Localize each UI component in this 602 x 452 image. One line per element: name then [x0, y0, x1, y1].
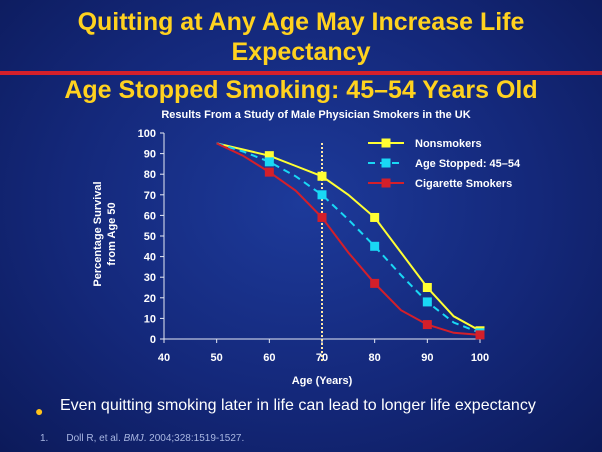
series-line-quit: [216, 142, 481, 334]
reference-number: 1.: [40, 433, 49, 444]
y-tick-label: 90: [144, 149, 156, 161]
x-tick-label: 60: [263, 352, 275, 364]
y-tick-label: 10: [144, 313, 156, 325]
title-divider: [0, 71, 602, 75]
series-marker-quit: [422, 297, 432, 307]
y-axis-label-line2: from Age 50: [106, 202, 118, 265]
series-marker-smokers: [317, 212, 327, 222]
series-line-nonsmokers: [216, 142, 481, 332]
x-tick-label: 70: [316, 352, 328, 364]
series-marker-smokers: [422, 320, 432, 330]
legend-marker-quit: [381, 158, 391, 168]
y-tick-label: 60: [144, 210, 156, 222]
y-tick-label: 80: [144, 169, 156, 181]
series-line-smokers: [216, 142, 481, 336]
reference-citation: . 2004;328:1519-1527.: [143, 433, 245, 444]
chart-title: Results From a Study of Male Physician S…: [161, 109, 470, 121]
series-marker-quit: [370, 241, 380, 251]
legend-marker-nonsmokers: [381, 138, 391, 148]
y-tick-label: 0: [150, 334, 156, 346]
reference-authors: Doll R, et al.: [66, 433, 124, 444]
series-marker-smokers: [475, 330, 485, 340]
series-marker-nonsmokers: [317, 171, 327, 181]
x-tick-label: 100: [471, 352, 489, 364]
survival-chart: Results From a Study of Male Physician S…: [92, 109, 521, 387]
series-marker-nonsmokers: [264, 151, 274, 161]
reference-journal: BMJ: [123, 433, 144, 444]
legend-label-smokers: Cigarette Smokers: [415, 178, 512, 190]
legend-marker-smokers: [381, 178, 391, 188]
series-marker-nonsmokers: [370, 212, 380, 222]
y-tick-label: 50: [144, 231, 156, 243]
y-tick-label: 70: [144, 190, 156, 202]
slide-title-line2: Expectancy: [231, 38, 371, 66]
y-tick-label: 30: [144, 272, 156, 284]
x-tick-label: 40: [158, 352, 170, 364]
x-tick-label: 80: [369, 352, 381, 364]
y-tick-label: 20: [144, 293, 156, 305]
x-tick-label: 50: [211, 352, 223, 364]
bullet-text: Even quitting smoking later in life can …: [60, 397, 536, 414]
slide-subtitle: Age Stopped Smoking: 45–54 Years Old: [64, 76, 538, 104]
series-marker-nonsmokers: [422, 283, 432, 292]
series-marker-quit: [317, 190, 327, 200]
x-axis-label: Age (Years): [292, 375, 353, 387]
y-tick-label: 100: [138, 128, 156, 140]
series-marker-smokers: [264, 167, 274, 177]
series-marker-quit: [264, 157, 274, 167]
legend-label-nonsmokers: Nonsmokers: [415, 138, 482, 150]
y-tick-label: 40: [144, 252, 156, 264]
slide-title-line1: Quitting at Any Age May Increase Life: [77, 8, 525, 36]
bullet-icon: ●: [35, 403, 44, 419]
y-axis-label-line1: Percentage Survival: [92, 181, 104, 286]
reference: 1. Doll R, et al. BMJ. 2004;328:1519-1527…: [40, 433, 244, 444]
x-tick-label: 90: [421, 352, 433, 364]
legend-label-quit: Age Stopped: 45–54: [415, 158, 521, 170]
series-marker-smokers: [370, 278, 380, 288]
